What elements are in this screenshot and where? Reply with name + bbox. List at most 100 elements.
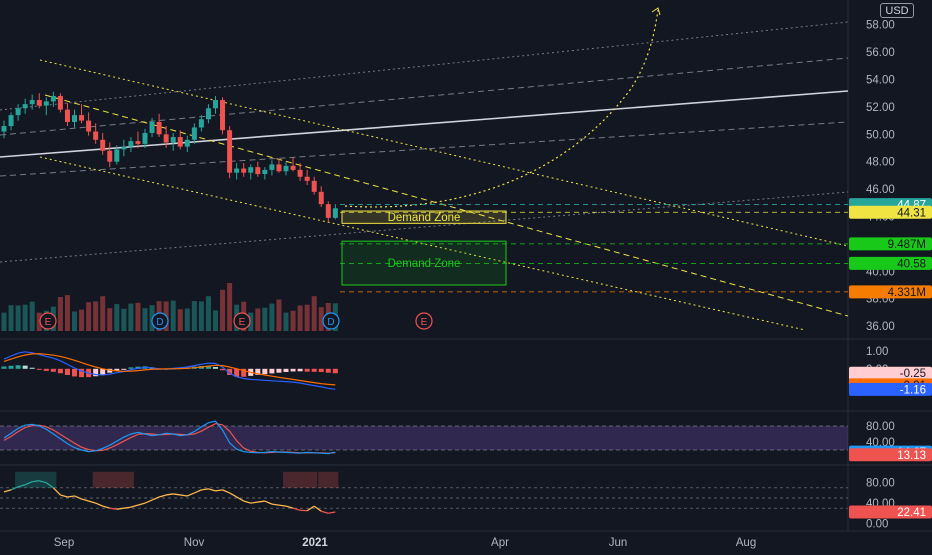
candle-body bbox=[291, 166, 296, 170]
candle-body bbox=[220, 100, 225, 130]
candle-body bbox=[326, 204, 331, 218]
candle-body bbox=[2, 126, 7, 131]
candle-body bbox=[44, 101, 49, 105]
macd-histogram-bar bbox=[269, 369, 274, 374]
volume-bar bbox=[269, 304, 274, 331]
time-axis-label: Nov bbox=[184, 537, 205, 549]
volume-bar bbox=[171, 301, 176, 331]
macd-tag-value: -1.16 bbox=[900, 384, 926, 396]
volume-bar bbox=[291, 311, 296, 331]
volume-bar bbox=[262, 308, 267, 331]
macd-histogram-bar bbox=[312, 369, 317, 372]
macd-histogram-bar bbox=[23, 366, 28, 369]
candle-body bbox=[65, 110, 70, 122]
candle-body bbox=[234, 169, 239, 173]
volume-bar bbox=[284, 313, 289, 331]
candle-body bbox=[58, 96, 63, 110]
event-marker[interactable]: D bbox=[152, 313, 168, 329]
price-tag[interactable]: 40.58 bbox=[849, 257, 932, 271]
candle-body bbox=[93, 132, 98, 140]
time-axis-label: Apr bbox=[491, 537, 509, 549]
candle[interactable] bbox=[58, 93, 63, 112]
time-axis-label: 2021 bbox=[302, 537, 328, 549]
price-tag[interactable]: 9.487M bbox=[849, 237, 932, 251]
macd-histogram-bar bbox=[298, 369, 303, 371]
macd-tag[interactable]: -0.25 bbox=[849, 367, 932, 381]
candle-body bbox=[333, 208, 338, 218]
macd-tag[interactable]: -1.16 bbox=[849, 383, 932, 397]
candle-body bbox=[227, 130, 232, 172]
macd-histogram-bar bbox=[291, 369, 296, 372]
rsi-tag[interactable]: 22.41 bbox=[849, 506, 932, 520]
macd-histogram-bar bbox=[305, 369, 310, 372]
event-marker[interactable]: D bbox=[323, 313, 339, 329]
price-axis-tick: 36.00 bbox=[866, 321, 895, 333]
price-axis-tick: 56.00 bbox=[866, 47, 895, 59]
candle-body bbox=[79, 115, 84, 120]
event-marker-label: E bbox=[239, 317, 246, 328]
candle-body bbox=[16, 108, 21, 115]
event-marker[interactable]: E bbox=[40, 313, 56, 329]
time-axis-label: Jun bbox=[609, 537, 628, 549]
volume-bar bbox=[114, 304, 119, 331]
macd-axis-tick: 1.00 bbox=[866, 346, 888, 358]
candle-body bbox=[319, 192, 324, 204]
event-marker[interactable]: E bbox=[234, 313, 250, 329]
candle-body bbox=[164, 134, 169, 142]
candle[interactable] bbox=[227, 126, 232, 178]
volume-bar bbox=[86, 302, 91, 331]
price-tag-value: 44.31 bbox=[897, 207, 926, 219]
candle-body bbox=[157, 122, 162, 134]
macd-histogram-bar bbox=[16, 365, 21, 369]
macd-histogram-bar bbox=[326, 369, 331, 373]
price-tag[interactable]: 44.31 bbox=[849, 206, 932, 220]
price-axis-tick: 54.00 bbox=[866, 75, 895, 87]
macd-histogram-bar bbox=[128, 367, 133, 368]
macd-histogram-bar bbox=[51, 369, 56, 372]
volume-bar bbox=[305, 305, 310, 331]
volume-bar bbox=[79, 310, 84, 331]
macd-histogram-bar bbox=[276, 369, 281, 373]
candle-body bbox=[107, 151, 112, 162]
macd-histogram-bar bbox=[58, 369, 63, 373]
candle-body bbox=[143, 133, 148, 144]
candle-body bbox=[128, 141, 133, 146]
demand-zone-upper-label: Demand Zone bbox=[388, 212, 461, 224]
candle-body bbox=[135, 141, 140, 144]
candle[interactable] bbox=[220, 97, 225, 134]
currency-button[interactable]: USD bbox=[880, 3, 914, 18]
candle-body bbox=[23, 104, 28, 108]
volume-bar bbox=[135, 303, 140, 331]
rsi-zone-shade bbox=[283, 472, 317, 488]
volume-bar bbox=[227, 283, 232, 331]
candle-body bbox=[114, 149, 119, 161]
candle-body bbox=[262, 170, 267, 174]
candle-body bbox=[121, 147, 126, 150]
candle-body bbox=[171, 137, 176, 142]
price-tag[interactable]: 4.331M bbox=[849, 285, 932, 299]
macd-histogram-bar bbox=[37, 369, 42, 370]
volume-bar bbox=[185, 309, 190, 332]
volume-bar bbox=[121, 309, 126, 331]
volume-bar bbox=[255, 309, 260, 332]
macd-histogram-bar bbox=[333, 369, 338, 373]
candle-body bbox=[30, 100, 35, 104]
stochastic-tag[interactable]: 13.13 bbox=[849, 448, 932, 462]
rsi-zone-shade bbox=[93, 472, 134, 488]
price-tag-value: 4.331M bbox=[888, 287, 926, 299]
stochastic-axis-tick: 80.00 bbox=[866, 421, 895, 433]
stochastic-tag-value: 13.13 bbox=[897, 450, 926, 462]
candle-body bbox=[284, 166, 289, 171]
time-axis-label: Aug bbox=[736, 537, 756, 549]
event-marker-label: D bbox=[156, 317, 163, 328]
event-marker[interactable]: E bbox=[416, 313, 432, 329]
macd-histogram-bar bbox=[284, 369, 289, 372]
volume-bar bbox=[213, 310, 218, 331]
candle-body bbox=[72, 115, 77, 122]
macd-histogram-bar bbox=[213, 367, 218, 369]
candle-body bbox=[213, 100, 218, 108]
candle-body bbox=[150, 122, 155, 133]
candle-body bbox=[255, 167, 260, 174]
